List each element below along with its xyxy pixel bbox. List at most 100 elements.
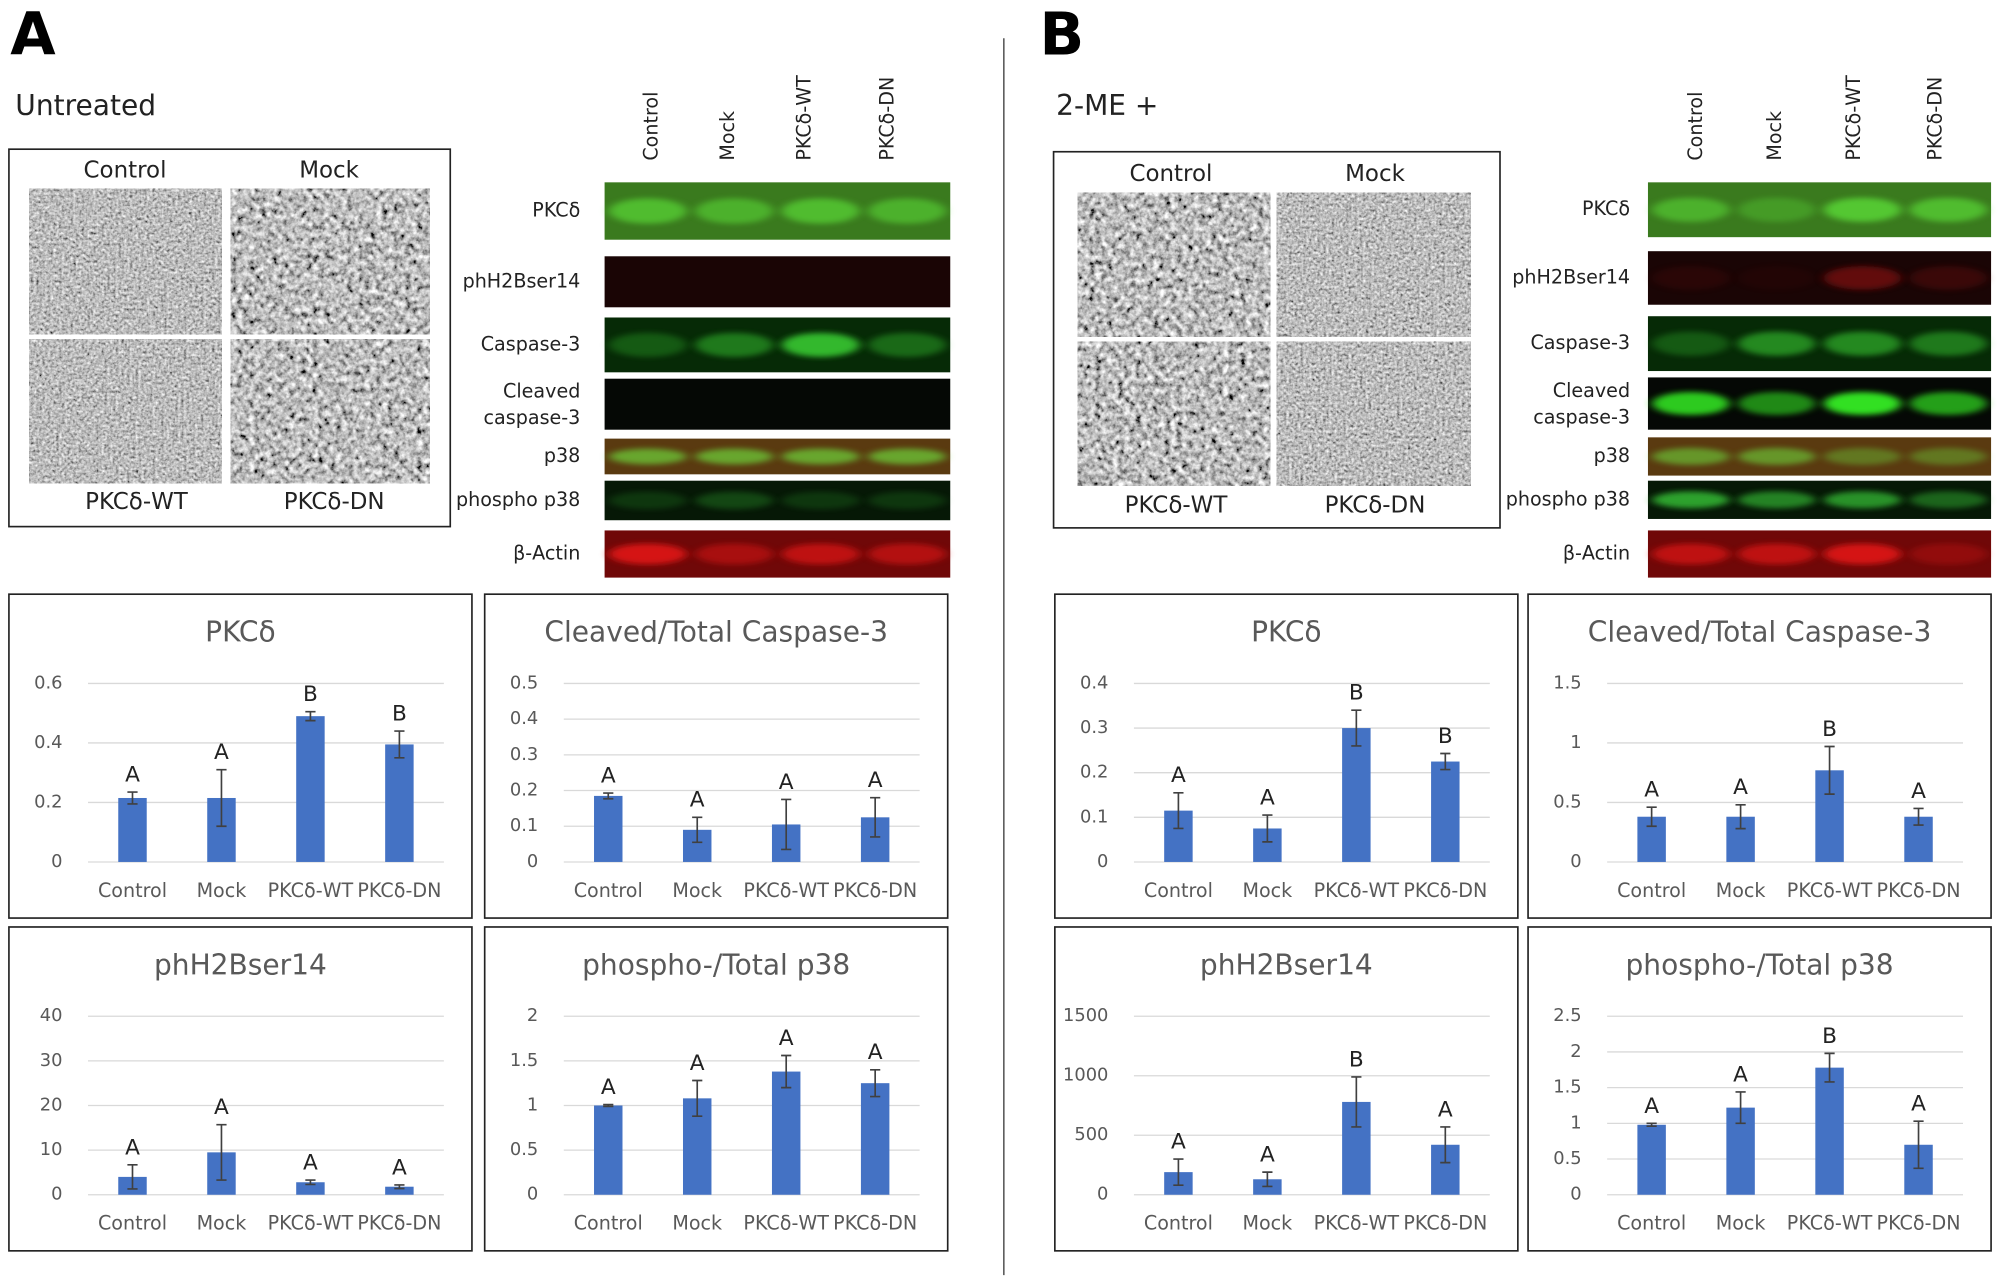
chart-box xyxy=(1527,593,1992,919)
chart-title: phospho-/Total p38 xyxy=(582,949,850,982)
blot-band xyxy=(1738,543,1816,565)
micrograph-label: Mock xyxy=(1345,161,1405,187)
bar xyxy=(1815,1067,1844,1195)
y-tick-label: 0.1 xyxy=(510,815,538,836)
x-tick-label: PKCδ-DN xyxy=(1403,1212,1487,1235)
bar xyxy=(296,716,325,862)
significance-letter: A xyxy=(1260,1143,1275,1168)
blot-band xyxy=(1652,448,1730,465)
y-tick-label: 0 xyxy=(1570,1184,1581,1205)
y-tick-label: 500 xyxy=(1074,1124,1108,1145)
error-bar xyxy=(1173,791,1184,830)
blot-band xyxy=(695,491,774,510)
error-bar xyxy=(216,768,227,828)
bar xyxy=(594,795,623,862)
x-tick-label: PKCδ-WT xyxy=(1314,879,1400,902)
bar xyxy=(385,1186,414,1195)
blot-row-label: Cleaved caspase-3 xyxy=(1527,378,1630,428)
y-tick-label: 0.5 xyxy=(1553,791,1581,812)
blot-band xyxy=(1652,543,1730,565)
panel-label: A xyxy=(10,0,56,68)
x-tick-label: PKCδ-WT xyxy=(1787,879,1873,902)
panel-label: B xyxy=(1040,0,1085,68)
x-tick-label: Control xyxy=(98,1212,167,1235)
significance-letter: B xyxy=(303,682,318,707)
significance-letter: A xyxy=(1171,1129,1186,1154)
significance-letter: A xyxy=(214,740,229,765)
blot-row-label: p38 xyxy=(544,444,580,467)
blot-band xyxy=(608,543,687,565)
bar xyxy=(1637,1124,1666,1195)
y-tick-label: 0 xyxy=(1097,851,1108,872)
significance-letter: B xyxy=(1822,1024,1837,1049)
y-tick-label: 1 xyxy=(527,1094,538,1115)
micrograph-label: Control xyxy=(84,157,167,183)
micrograph-label: PKCδ-WT xyxy=(1125,493,1229,519)
x-tick-label: Control xyxy=(574,879,643,902)
blot-band xyxy=(868,543,946,565)
error-bar xyxy=(394,730,405,759)
x-tick-label: Mock xyxy=(197,879,248,902)
blot-band xyxy=(1909,448,1987,465)
x-tick-label: PKCδ-WT xyxy=(1314,1212,1400,1235)
chart-box xyxy=(8,926,473,1252)
error-bar xyxy=(305,710,316,722)
error-bar xyxy=(305,1179,316,1186)
blot-band xyxy=(868,448,946,465)
x-tick-label: Mock xyxy=(1716,1212,1767,1235)
blot-band xyxy=(608,448,687,465)
blot-band xyxy=(1823,543,1902,565)
significance-letter: A xyxy=(601,763,616,788)
x-tick-label: PKCδ-WT xyxy=(1787,1212,1873,1235)
y-tick-label: 20 xyxy=(40,1094,63,1115)
blot-band xyxy=(1823,331,1902,356)
y-tick-label: 0.4 xyxy=(34,732,62,753)
y-tick-label: 40 xyxy=(40,1005,63,1026)
significance-letter: A xyxy=(779,770,794,795)
x-tick-label: PKCδ-DN xyxy=(1877,1212,1961,1235)
y-tick-label: 0.3 xyxy=(510,744,538,765)
error-bar xyxy=(1735,1091,1746,1125)
chart-title: Cleaved/Total Caspase-3 xyxy=(1588,616,1932,649)
significance-letter: A xyxy=(214,1095,229,1120)
error-bar xyxy=(870,1068,881,1098)
lane-label: PKCδ-WT xyxy=(792,75,815,161)
significance-letter: A xyxy=(868,768,883,793)
significance-letter: A xyxy=(868,1040,883,1065)
blot-band xyxy=(868,198,946,224)
x-tick-label: Mock xyxy=(1242,1212,1293,1235)
y-tick-label: 0 xyxy=(1570,851,1581,872)
significance-letter: B xyxy=(1822,717,1837,742)
error-bar xyxy=(127,791,138,805)
x-tick-label: Mock xyxy=(672,1212,723,1235)
blot-band xyxy=(608,491,687,510)
blot-band xyxy=(868,491,946,510)
y-tick-label: 0 xyxy=(51,851,62,872)
micrograph xyxy=(1077,341,1271,486)
error-bar xyxy=(1440,1126,1451,1164)
micrograph xyxy=(1276,341,1471,486)
micrograph xyxy=(230,339,430,484)
significance-letter: A xyxy=(1644,778,1659,803)
blot-band xyxy=(1652,491,1730,509)
significance-letter: A xyxy=(601,1075,616,1100)
error-bar xyxy=(1735,803,1746,830)
blot-band xyxy=(781,491,860,510)
blot-band xyxy=(1738,331,1816,356)
y-tick-label: 0.1 xyxy=(1080,806,1108,827)
x-tick-label: Control xyxy=(574,1212,643,1235)
significance-letter: A xyxy=(690,788,705,813)
blot-band xyxy=(1823,197,1902,222)
micrograph xyxy=(1077,192,1271,337)
micrograph-box xyxy=(8,148,452,528)
condition-label: Untreated xyxy=(15,89,156,122)
blot-band xyxy=(781,448,860,465)
significance-letter: A xyxy=(1733,1062,1748,1087)
blot-band xyxy=(1738,392,1816,416)
chart-box xyxy=(1054,593,1519,919)
y-tick-label: 1.5 xyxy=(510,1050,538,1071)
chart-title: PKCδ xyxy=(205,616,276,649)
y-tick-label: 0 xyxy=(51,1184,62,1205)
blot-row-label: phH2Bser14 xyxy=(463,269,581,292)
